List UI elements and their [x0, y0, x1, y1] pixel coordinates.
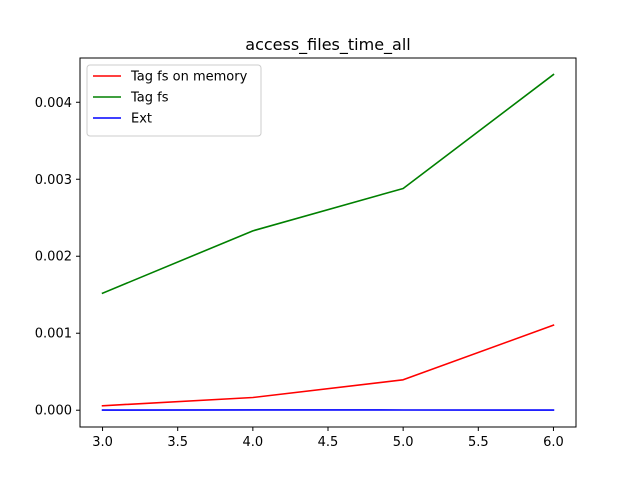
- y-tick-label: 0.000: [35, 404, 72, 419]
- x-tick-label: 4.0: [243, 435, 264, 450]
- y-tick-label: 0.004: [35, 96, 72, 111]
- legend-label-1: Tag fs: [130, 91, 169, 106]
- x-tick-label: 5.5: [468, 435, 489, 450]
- x-tick-label: 6.0: [543, 435, 564, 450]
- y-tick-label: 0.002: [35, 250, 72, 265]
- series-line-0: [103, 325, 554, 406]
- x-tick-label: 5.0: [393, 435, 414, 450]
- x-axis-ticks: 3.0 3.5 4.0 4.5 5.0 5.5 6.0: [92, 427, 564, 450]
- legend: Tag fs on memory Tag fs Ext: [87, 65, 261, 136]
- x-tick-label: 4.5: [318, 435, 339, 450]
- x-tick-label: 3.0: [92, 435, 113, 450]
- legend-label-0: Tag fs on memory: [130, 70, 248, 85]
- x-tick-label: 3.5: [167, 435, 188, 450]
- legend-label-2: Ext: [131, 112, 152, 127]
- chart-title: access_files_time_all: [245, 35, 410, 55]
- y-tick-label: 0.003: [35, 173, 72, 188]
- y-tick-label: 0.001: [35, 327, 72, 342]
- y-axis-ticks: 0.000 0.001 0.002 0.003 0.004: [35, 96, 80, 419]
